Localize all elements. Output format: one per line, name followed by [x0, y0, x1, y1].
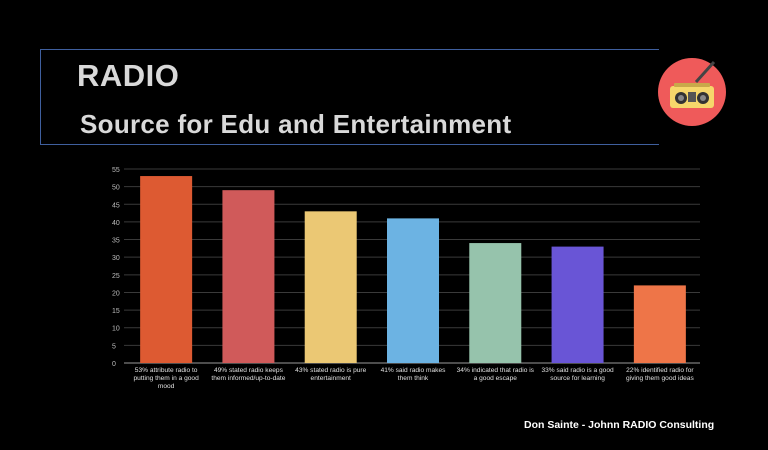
- page-subtitle: Source for Edu and Entertainment: [80, 109, 512, 139]
- x-tick-label: 22% identified radio for giving them good…: [626, 367, 695, 382]
- y-tick-label: 50: [112, 185, 120, 192]
- bar: [469, 243, 522, 363]
- footer-credit: Don Sainte - Johnn RADIO Consulting: [524, 419, 715, 431]
- bars: [140, 176, 686, 363]
- x-axis-labels: 53% attribute radio to putting them in a …: [134, 367, 695, 390]
- y-axis-ticks: 0 5 10 15 20 25 30 35 40 45 50 55: [112, 167, 120, 368]
- y-tick-label: 5: [112, 343, 116, 350]
- y-tick-label: 45: [112, 202, 120, 209]
- y-tick-label: 20: [112, 290, 120, 297]
- bar: [551, 246, 604, 363]
- x-tick-label: 33% said radio is a good source for learn…: [541, 367, 614, 382]
- y-tick-label: 55: [112, 167, 120, 174]
- x-tick-label: 43% stated radio is pure entertainment: [295, 367, 366, 382]
- bar: [633, 285, 686, 363]
- x-tick-label: 34% indicated that radio is a good escape: [457, 367, 535, 382]
- boombox-icon: [658, 58, 726, 126]
- x-tick-label: 49% stated radio keeps them informed/up-t…: [211, 367, 285, 382]
- y-tick-label: 15: [112, 308, 120, 315]
- x-tick-label: 41% said radio makes them think: [381, 367, 447, 382]
- y-tick-label: 0: [112, 361, 116, 368]
- y-tick-label: 25: [112, 273, 120, 280]
- x-tick-label: 53% attribute radio to putting them in a …: [134, 367, 200, 390]
- bar: [387, 218, 439, 363]
- y-tick-label: 35: [112, 238, 120, 245]
- bar: [222, 190, 275, 363]
- bar: [304, 211, 357, 363]
- page-title: RADIO: [77, 58, 180, 93]
- title-frame: [40, 49, 659, 145]
- y-tick-label: 30: [112, 255, 120, 262]
- bar: [140, 176, 193, 363]
- y-tick-label: 40: [112, 220, 120, 227]
- y-tick-label: 10: [112, 326, 120, 333]
